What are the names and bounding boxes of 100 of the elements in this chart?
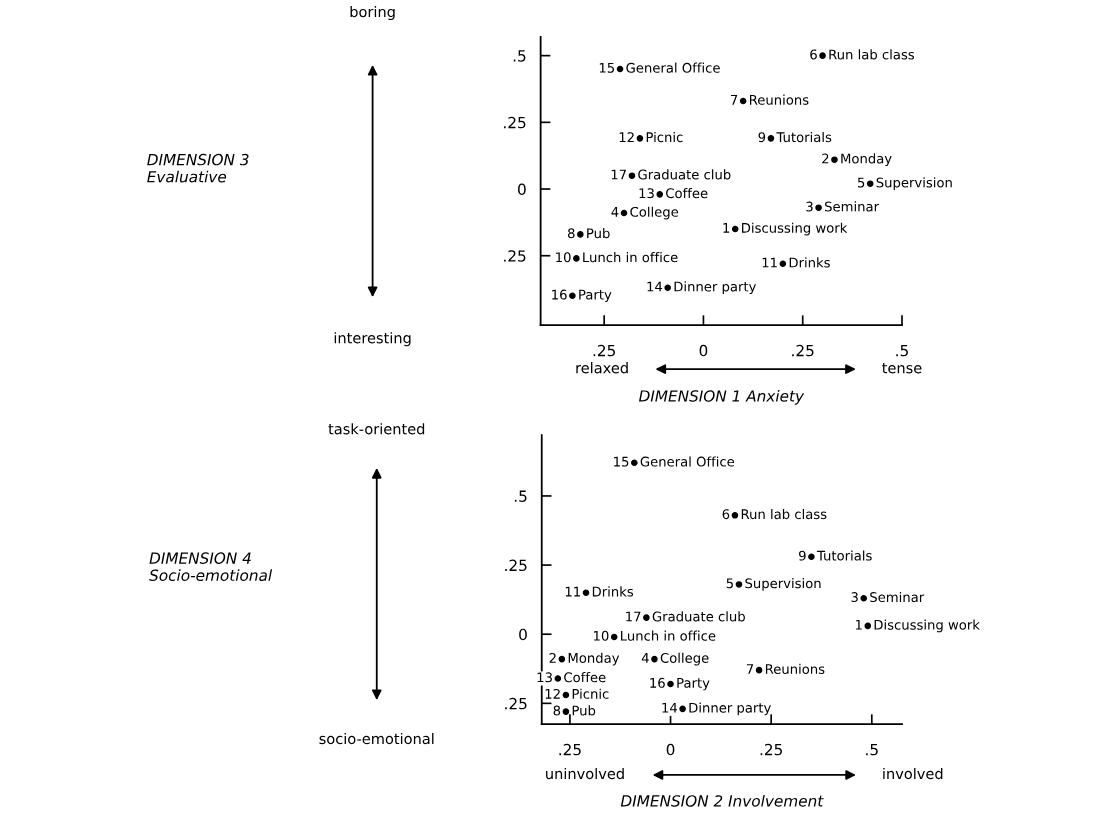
annotation: Lunch in office: [621, 630, 716, 641]
point: [808, 553, 815, 561]
point: [562, 708, 570, 715]
annotation: 7: [730, 95, 738, 105]
point: [860, 594, 868, 602]
annotation: 13: [639, 188, 654, 199]
annotation: 10: [593, 630, 609, 641]
point: [554, 675, 562, 682]
annotation: 2: [549, 652, 556, 663]
annotation: Drinks: [592, 586, 634, 597]
x-tick-label: .25: [593, 344, 615, 357]
annotation: 12: [619, 132, 634, 142]
annotation: 5: [726, 578, 733, 589]
y-tick-label: 0: [519, 628, 527, 641]
point: [815, 204, 822, 211]
annotation: Party: [579, 289, 612, 303]
annotation: Reunions: [765, 663, 825, 674]
annotation: Drinks: [789, 257, 830, 268]
annotation: Run lab class: [829, 49, 915, 60]
text: task-oriented: [328, 423, 425, 435]
annotation: Seminar: [870, 591, 925, 603]
point: [767, 135, 775, 142]
point: [831, 156, 838, 163]
point: [582, 589, 590, 597]
point: [558, 655, 566, 663]
x-tick-label: .5: [866, 743, 878, 756]
annotation: 8: [553, 705, 561, 716]
x-tick-label: .25: [760, 743, 782, 756]
x-tick-label: .25: [559, 743, 581, 756]
annotation: 17: [611, 169, 626, 180]
annotation: 14: [662, 702, 678, 713]
x-tick-label: .5: [896, 344, 908, 357]
annotation: 10: [556, 252, 571, 263]
y-axis-title: DIMENSION 4 Socio-emotional: [149, 552, 273, 582]
annotation: Dinner party: [674, 281, 757, 295]
annotation: 17: [626, 611, 641, 622]
annotation: 4: [641, 653, 649, 663]
annotation: 3: [851, 592, 858, 603]
annotation: Graduate club: [638, 169, 731, 180]
x-tick-label: 0: [699, 344, 708, 357]
annotation: 6: [722, 509, 730, 520]
annotation: 1: [855, 619, 862, 630]
annotation: Coffee: [564, 672, 606, 683]
point: [864, 622, 872, 630]
point: [562, 691, 570, 699]
point: [610, 633, 618, 641]
text: uninvolved: [546, 767, 624, 780]
annotation: Pub: [587, 227, 610, 239]
annotation: 11: [565, 586, 580, 597]
annotation: Supervision: [745, 578, 821, 591]
point: [577, 231, 584, 238]
y-tick-label: .25: [504, 250, 526, 262]
annotation: 3: [806, 201, 813, 212]
x-tick-label: 0: [666, 743, 675, 756]
point: [735, 581, 743, 588]
annotation: 8: [567, 228, 575, 239]
annotation: Coffee: [666, 187, 708, 199]
y-tick-label: .5: [513, 50, 526, 62]
annotation: 4: [611, 207, 619, 217]
point: [819, 52, 826, 59]
text: relaxed: [576, 362, 628, 374]
annotation: 16: [650, 677, 665, 688]
point: [636, 135, 644, 142]
point: [667, 680, 674, 688]
text: tense: [882, 362, 922, 374]
annotation: Tutorials: [776, 131, 832, 143]
point: [631, 459, 638, 467]
annotation: 1: [723, 223, 730, 233]
annotation: Party: [677, 678, 710, 691]
annotation: Monday: [568, 652, 620, 666]
point: [656, 191, 664, 198]
annotation: 9: [798, 550, 806, 561]
x-tick-label: .25: [792, 344, 814, 357]
annotation: Seminar: [825, 201, 880, 212]
text: involved: [883, 767, 943, 780]
annotation: 6: [810, 49, 817, 60]
text: interesting: [334, 332, 411, 347]
annotation: Pub: [572, 705, 596, 716]
annotation: College: [630, 206, 679, 220]
point: [573, 255, 580, 262]
point: [643, 614, 650, 621]
annotation: Supervision: [876, 177, 952, 191]
y-tick-label: .25: [505, 697, 527, 710]
y-tick-label: .25: [504, 116, 526, 129]
point: [664, 284, 671, 292]
annotation: Discussing work: [874, 619, 980, 633]
annotation: 5: [857, 177, 865, 188]
point: [866, 180, 874, 187]
y-tick-label: 0: [518, 183, 526, 196]
annotation: Tutorials: [816, 550, 872, 561]
annotation: Dinner party: [689, 702, 771, 716]
text: boring: [350, 5, 395, 21]
text: socio-emotional: [319, 732, 434, 745]
point: [779, 260, 787, 268]
point: [739, 97, 747, 105]
annotation: College: [660, 652, 709, 666]
annotation: 15: [614, 456, 629, 467]
point: [679, 705, 686, 713]
point: [731, 225, 739, 233]
y-tick-label: .5: [514, 490, 527, 502]
